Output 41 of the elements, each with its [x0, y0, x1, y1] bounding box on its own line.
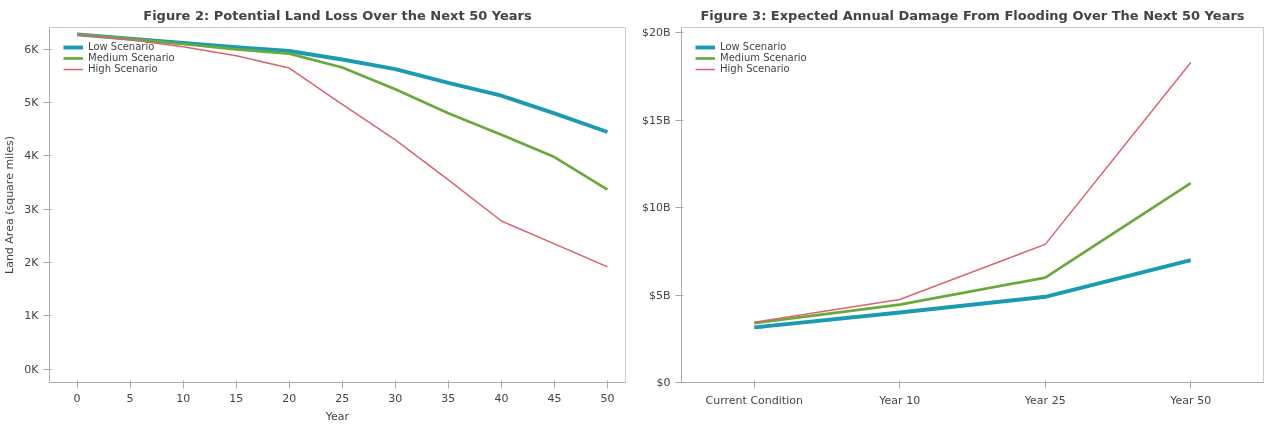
- y-tick-label: 3K: [24, 202, 40, 216]
- x-tick-label: 25: [335, 391, 350, 405]
- x-tick-label: Year 25: [1023, 393, 1066, 407]
- line-series: [752, 258, 1193, 330]
- chart-title: Figure 3: Expected Annual Damage From Flooding Over The Next 50 Years: [700, 7, 1245, 23]
- x-tick-label: 15: [229, 391, 244, 405]
- legend-label: High Scenario: [720, 63, 790, 74]
- chart-title: Figure 2: Potential Land Loss Over the Next 50 Years: [143, 7, 532, 23]
- line-series: [752, 181, 1193, 325]
- line-series: [75, 33, 609, 191]
- x-tick-label: Year 50: [1169, 393, 1212, 407]
- legend-label: High Scenario: [88, 63, 158, 74]
- legend-label: Low Scenario: [720, 41, 787, 52]
- y-tick-label: 1K: [24, 309, 40, 323]
- y-tick-label: $5B: [648, 288, 671, 302]
- y-tick-label: 6K: [24, 42, 40, 56]
- legend-label: Medium Scenario: [88, 52, 175, 63]
- y-tick-label: $20B: [641, 26, 671, 40]
- x-tick-label: 10: [176, 391, 191, 405]
- x-axis-title: Year: [324, 409, 350, 423]
- x-tick-label: 40: [494, 391, 509, 405]
- y-tick-label: 0K: [24, 362, 40, 376]
- x-tick-label: 50: [600, 391, 615, 405]
- y-tick-label: $10B: [641, 201, 671, 215]
- legend-label: Medium Scenario: [720, 52, 807, 63]
- x-tick-label: 0: [73, 391, 81, 405]
- x-tick-label: Current Condition: [705, 393, 803, 407]
- x-tick-label: Year 10: [878, 393, 921, 407]
- x-tick-label: 45: [547, 391, 562, 405]
- y-tick-label: $15B: [641, 113, 671, 127]
- x-tick-label: 30: [388, 391, 403, 405]
- line-series: [76, 33, 609, 268]
- y-axis-title: Land Area (square miles): [3, 135, 17, 275]
- x-tick-label: 35: [441, 391, 456, 405]
- x-tick-label: 5: [126, 391, 134, 405]
- x-tick-label: 20: [282, 391, 297, 405]
- y-tick-label: $0: [656, 376, 671, 389]
- y-tick-label: 2K: [24, 256, 40, 270]
- y-tick-label: 4K: [24, 149, 40, 163]
- y-tick-label: 5K: [24, 96, 40, 110]
- legend-label: Low Scenario: [88, 41, 155, 52]
